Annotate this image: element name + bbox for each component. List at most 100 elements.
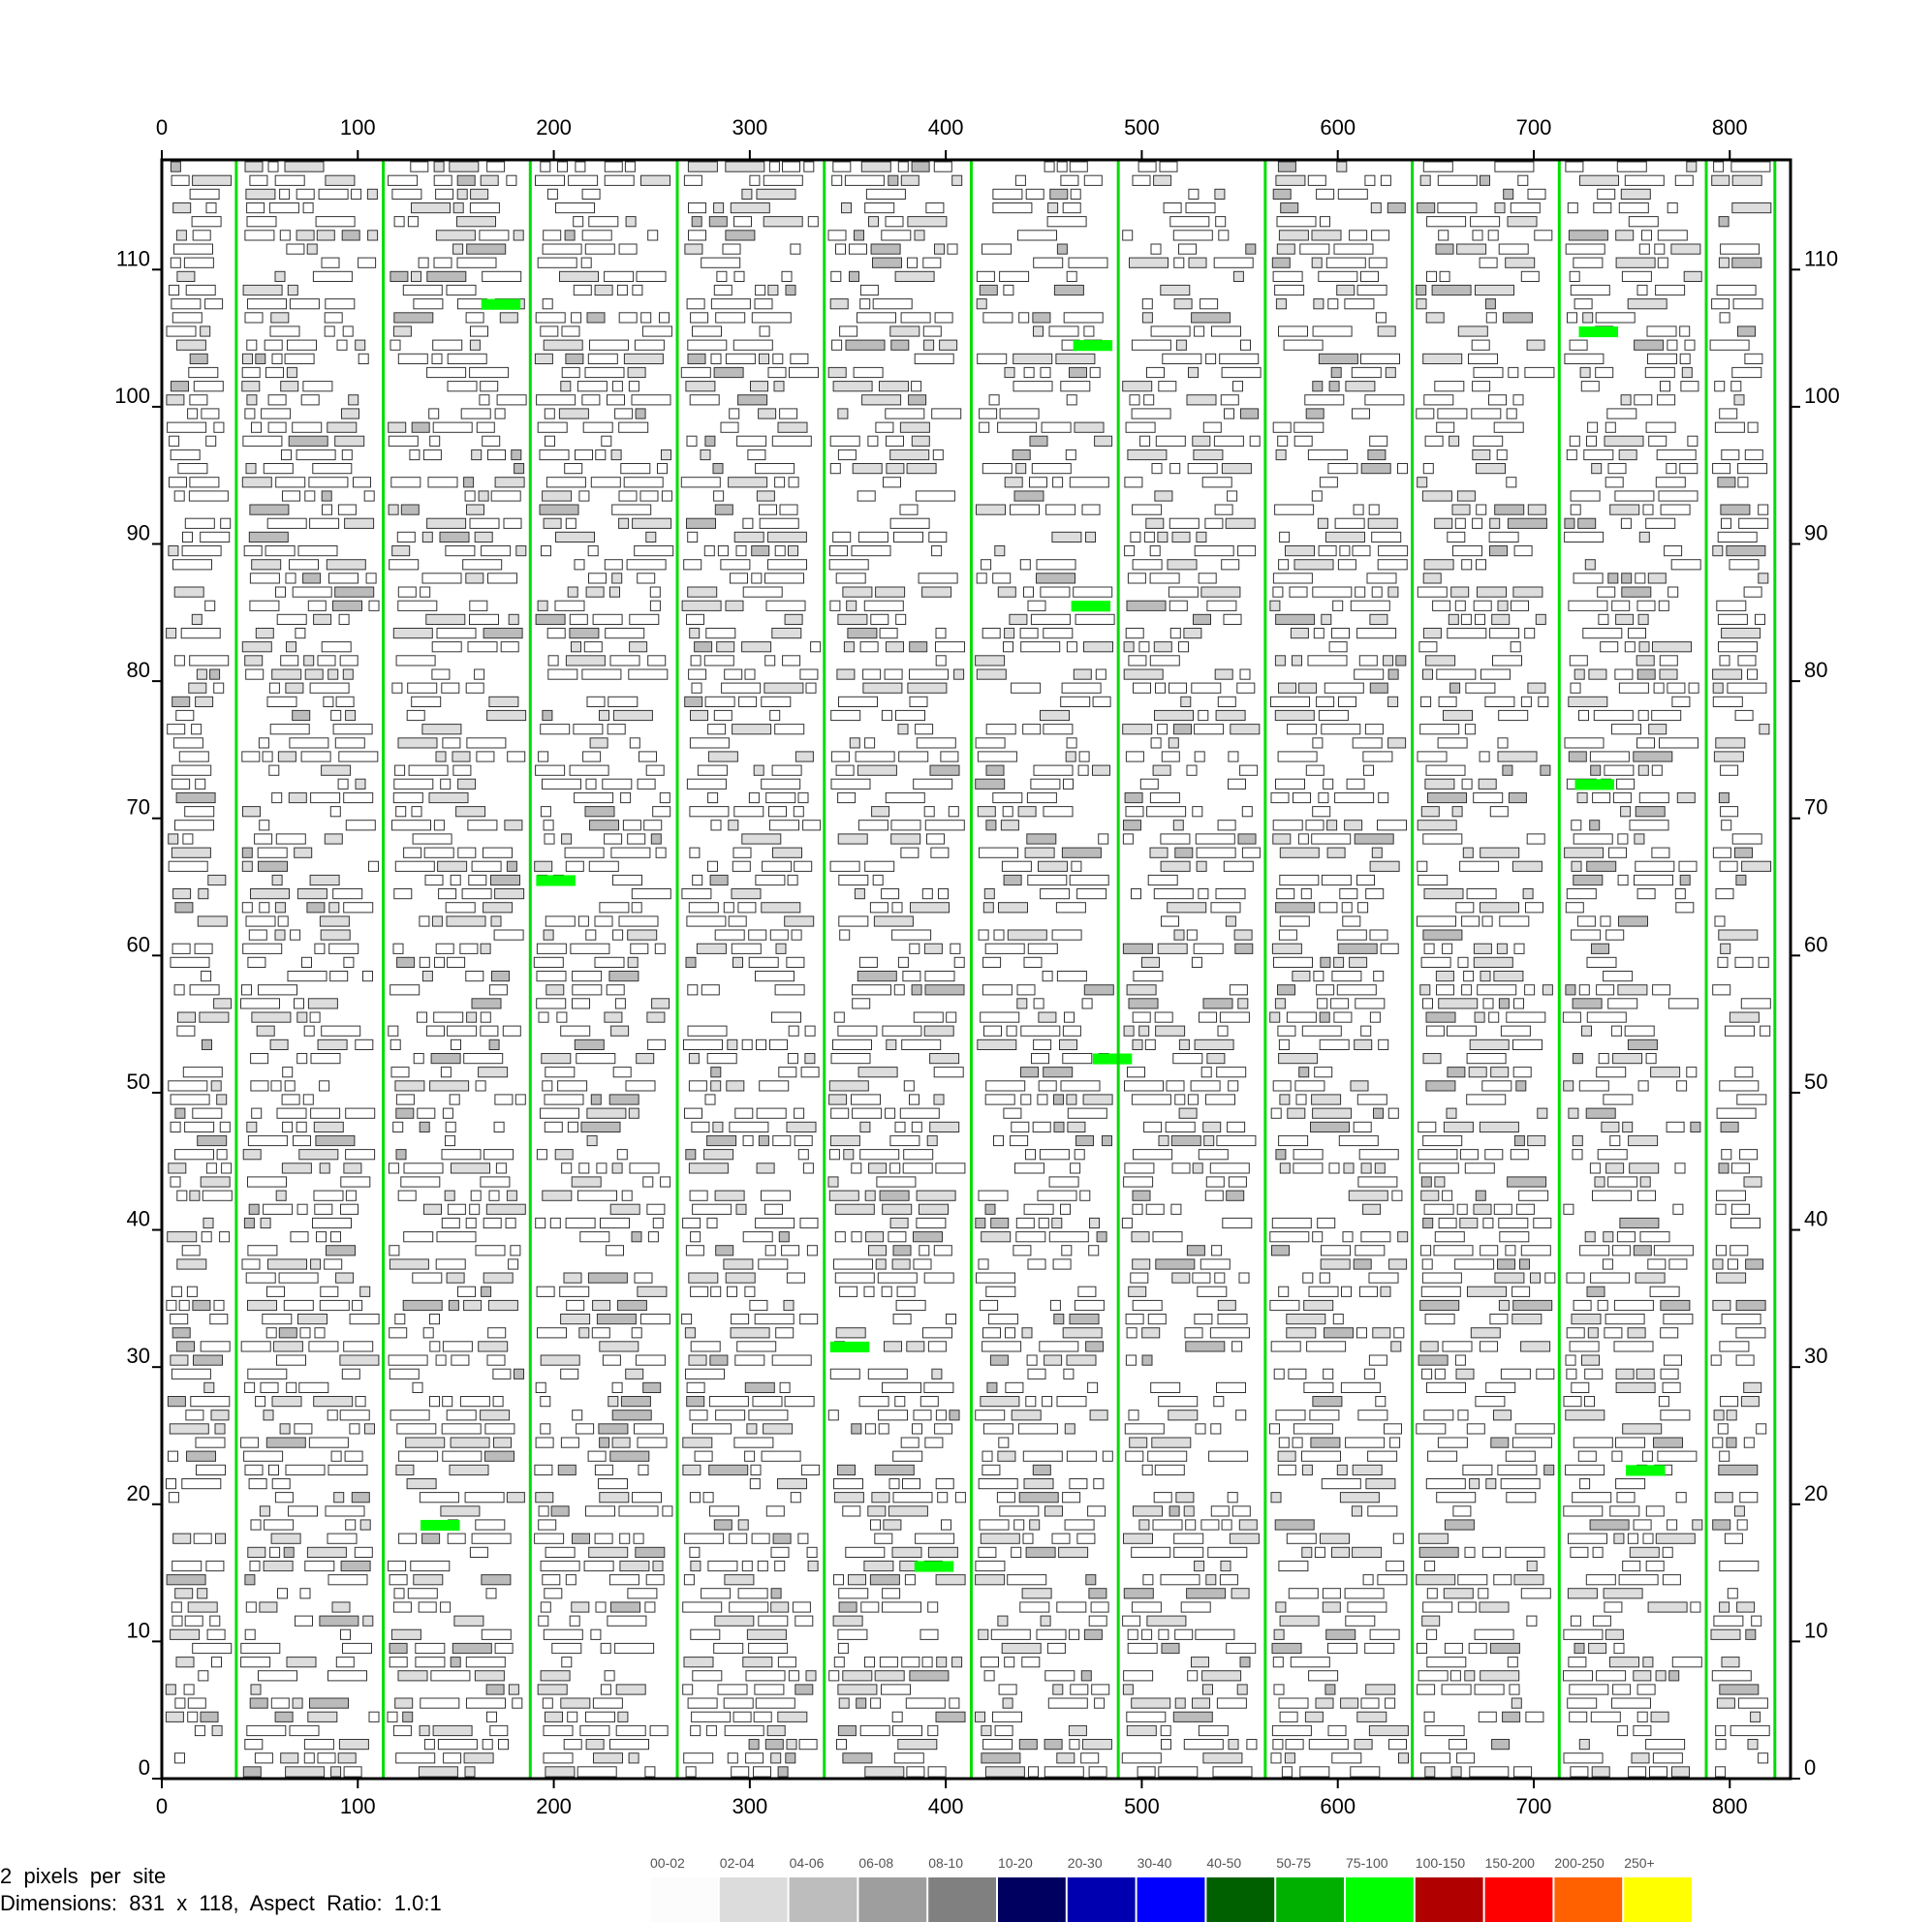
site-cell [606, 1245, 624, 1256]
site-cell [748, 791, 760, 804]
site-cell [1654, 243, 1666, 255]
site-cell [487, 1299, 518, 1312]
site-cell [1578, 709, 1589, 722]
site-cell [856, 1697, 867, 1709]
site-cell [168, 1080, 208, 1092]
site-cell [1216, 1134, 1257, 1147]
site-cell [1518, 1190, 1549, 1201]
site-cell [696, 943, 727, 954]
site-cell [829, 463, 841, 475]
site-cell [483, 847, 513, 858]
site-cell [545, 984, 565, 996]
site-cell [893, 1752, 924, 1764]
site-cell [882, 1203, 913, 1215]
site-cell [363, 490, 375, 502]
site-cell [1071, 860, 1082, 872]
site-cell [1324, 1327, 1354, 1339]
site-cell [396, 956, 416, 968]
site-cell [1131, 888, 1141, 900]
site-cell [882, 1381, 921, 1394]
site-cell [1312, 737, 1324, 749]
site-cell [1488, 1011, 1500, 1023]
site-cell [1653, 1245, 1694, 1256]
site-cell [1737, 477, 1749, 488]
site-cell [599, 1341, 639, 1352]
site-cell [563, 1272, 582, 1284]
site-cell [761, 778, 801, 790]
site-cell [599, 1492, 630, 1504]
site-cell [882, 1025, 922, 1037]
site-cell [169, 284, 180, 296]
site-cell [1621, 586, 1652, 598]
site-cell [689, 806, 730, 818]
site-cell [317, 655, 336, 666]
site-cell [1719, 1450, 1730, 1462]
site-cell [868, 1162, 888, 1174]
site-cell [1311, 257, 1323, 268]
site-cell [1228, 751, 1239, 762]
site-cell [838, 1601, 857, 1613]
site-cell [1029, 477, 1047, 488]
site-cell [1377, 326, 1396, 337]
site-cell [1745, 1628, 1757, 1640]
site-cell [1743, 1381, 1762, 1394]
site-cell [608, 971, 639, 982]
x-tick-label-bottom: 300 [732, 1794, 767, 1818]
site-cell [883, 477, 901, 488]
site-cell [1620, 394, 1632, 406]
site-cell [1574, 1642, 1585, 1655]
site-cell [838, 915, 869, 927]
site-cell [1005, 1381, 1024, 1394]
site-cell [794, 1134, 813, 1147]
site-cell [1277, 1464, 1296, 1476]
site-cell [277, 751, 296, 762]
site-cell [1336, 284, 1356, 296]
site-cell [540, 1354, 580, 1366]
site-cell [353, 477, 371, 488]
site-cell [686, 517, 716, 529]
site-cell [1160, 860, 1191, 872]
site-cell [426, 366, 467, 379]
site-cell [1238, 1519, 1258, 1531]
site-cell [594, 284, 613, 296]
site-cell [795, 1684, 814, 1695]
site-cell [210, 1410, 230, 1421]
site-cell [1225, 915, 1236, 927]
site-cell [423, 847, 454, 858]
site-cell [764, 1245, 776, 1256]
site-cell [1028, 1766, 1039, 1778]
site-cell [1585, 1107, 1616, 1119]
site-cell [1471, 408, 1502, 419]
site-cell [1342, 915, 1361, 927]
site-cell [992, 573, 1012, 584]
site-cell [1736, 1094, 1767, 1105]
site-cell [1051, 531, 1082, 542]
site-cell [564, 847, 605, 858]
site-cell [688, 668, 707, 680]
site-cell [1309, 1410, 1340, 1421]
site-cell [1618, 915, 1648, 927]
pixels-per-site-label: 2 pixels per site [0, 1864, 167, 1888]
site-cell [1608, 847, 1627, 858]
site-cell [1571, 820, 1582, 831]
site-cell [572, 1410, 583, 1421]
site-cell [742, 517, 754, 529]
site-cell [200, 1341, 231, 1352]
site-cell [857, 764, 897, 776]
site-cell [1743, 1437, 1755, 1448]
site-cell [871, 806, 890, 818]
site-cell [1350, 600, 1390, 611]
site-cell [296, 230, 315, 241]
site-cell [1726, 1410, 1737, 1421]
site-cell [1048, 1176, 1079, 1188]
site-cell [710, 353, 722, 364]
site-cell [1565, 1464, 1605, 1476]
site-cell [689, 628, 701, 639]
site-cell [1040, 1615, 1051, 1627]
site-cell [339, 1410, 370, 1421]
site-cell [1659, 655, 1678, 666]
site-cell [1667, 202, 1678, 214]
site-cell [171, 1327, 191, 1339]
site-cell [325, 298, 356, 310]
site-cell [794, 1107, 805, 1119]
